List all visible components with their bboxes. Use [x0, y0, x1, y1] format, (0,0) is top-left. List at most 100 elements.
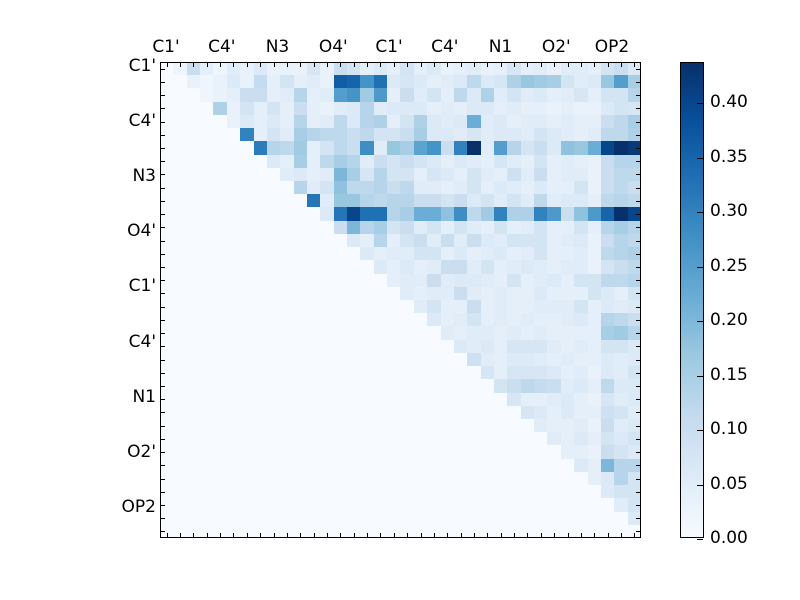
- heatmap-cell: [467, 445, 481, 459]
- heatmap-cell: [213, 405, 227, 419]
- heatmap-cell: [226, 167, 241, 181]
- y-minor-tick: [636, 174, 641, 176]
- heatmap-cell: [560, 445, 575, 459]
- heatmap-cell: [480, 141, 495, 155]
- heatmap-cell: [160, 101, 174, 115]
- heatmap-cell: [440, 300, 454, 314]
- heatmap-cell: [306, 181, 321, 195]
- x-minor-tick: [567, 533, 569, 538]
- heatmap-cell: [520, 313, 535, 327]
- y-minor-tick: [160, 465, 165, 467]
- heatmap-cell: [614, 88, 628, 102]
- heatmap-cell: [333, 233, 348, 248]
- heatmap-cell: [160, 114, 174, 129]
- x-minor-tick: [273, 533, 275, 538]
- heatmap-cell: [547, 181, 561, 195]
- heatmap-cell: [534, 260, 548, 274]
- heatmap-cell: [173, 141, 187, 155]
- heatmap-cell: [266, 247, 281, 261]
- heatmap-cell: [507, 458, 521, 472]
- heatmap-cell: [226, 114, 241, 129]
- heatmap-cell: [614, 273, 628, 287]
- heatmap-cell: [240, 300, 254, 314]
- heatmap-cell: [360, 511, 374, 525]
- y-minor-tick: [636, 108, 641, 110]
- x-minor-tick: [327, 533, 328, 538]
- heatmap-cell: [186, 260, 201, 274]
- heatmap-cell: [494, 75, 508, 89]
- heatmap-cell: [587, 128, 601, 142]
- heatmap-cell: [213, 419, 227, 433]
- heatmap-cell: [547, 128, 561, 142]
- heatmap-cell: [400, 445, 414, 459]
- heatmap-cell: [547, 167, 561, 181]
- heatmap-cell: [534, 220, 548, 234]
- heatmap-cell: [240, 207, 254, 221]
- heatmap-cell: [507, 62, 521, 76]
- heatmap-cell: [253, 101, 267, 115]
- heatmap-cell: [574, 471, 588, 486]
- heatmap-cell: [186, 458, 201, 472]
- heatmap-cell: [614, 485, 628, 499]
- heatmap-cell: [387, 62, 401, 76]
- heatmap-cell: [347, 194, 361, 208]
- heatmap-cell: [387, 339, 401, 353]
- heatmap-cell: [293, 405, 307, 419]
- heatmap-cell: [520, 286, 535, 300]
- heatmap-cell: [520, 101, 535, 115]
- heatmap-cell: [213, 154, 227, 168]
- y-minor-tick: [636, 134, 641, 136]
- heatmap-cell: [186, 366, 201, 380]
- y-minor-tick: [636, 438, 641, 440]
- heatmap-cell: [280, 194, 294, 208]
- heatmap-cell: [427, 498, 441, 512]
- heatmap-cell: [387, 181, 401, 195]
- heatmap-cell: [453, 392, 468, 406]
- heatmap-cell: [293, 286, 307, 300]
- heatmap-cell: [320, 194, 334, 208]
- heatmap-cell: [627, 233, 641, 248]
- heatmap-cell: [306, 339, 321, 353]
- y-minor-tick: [636, 491, 641, 493]
- heatmap-cell: [467, 524, 481, 538]
- heatmap-cell: [347, 511, 361, 525]
- heatmap-cell: [507, 247, 521, 261]
- heatmap-cell: [186, 445, 201, 459]
- x-minor-tick: [500, 62, 502, 67]
- y-minor-tick: [636, 240, 641, 242]
- y-minor-tick: [636, 346, 641, 348]
- heatmap-cell: [547, 352, 561, 367]
- heatmap-cell: [226, 300, 241, 314]
- colorbar-tick: [697, 212, 703, 214]
- heatmap-cell: [627, 286, 641, 300]
- heatmap-cell: [400, 233, 414, 248]
- heatmap-cell: [373, 247, 388, 261]
- heatmap-cell: [253, 167, 267, 181]
- heatmap-cell: [520, 511, 535, 525]
- y-minor-tick: [160, 134, 165, 136]
- heatmap-cell: [360, 207, 374, 221]
- heatmap-cell: [253, 379, 267, 393]
- colorbar-tick-label: 0.20: [710, 310, 748, 331]
- heatmap-cell: [547, 379, 561, 393]
- heatmap-cell: [480, 62, 495, 76]
- heatmap-cell: [480, 405, 495, 419]
- heatmap-cell: [306, 445, 321, 459]
- heatmap-cell: [614, 101, 628, 115]
- heatmap-cell: [427, 445, 441, 459]
- heatmap-cell: [160, 273, 174, 287]
- heatmap-cell: [173, 405, 187, 419]
- heatmap-cell: [507, 339, 521, 353]
- heatmap-cell: [400, 247, 414, 261]
- heatmap-cell: [627, 339, 641, 353]
- heatmap-cell: [467, 114, 481, 129]
- heatmap-cell: [600, 352, 615, 367]
- heatmap-cell: [333, 128, 348, 142]
- heatmap-cell: [200, 432, 214, 446]
- colorbar-tick-label: 0.05: [710, 473, 748, 494]
- heatmap-cell: [574, 339, 588, 353]
- heatmap-cell: [253, 419, 267, 433]
- heatmap-cell: [213, 75, 227, 89]
- heatmap-cell: [173, 326, 187, 340]
- heatmap-cell: [200, 260, 214, 274]
